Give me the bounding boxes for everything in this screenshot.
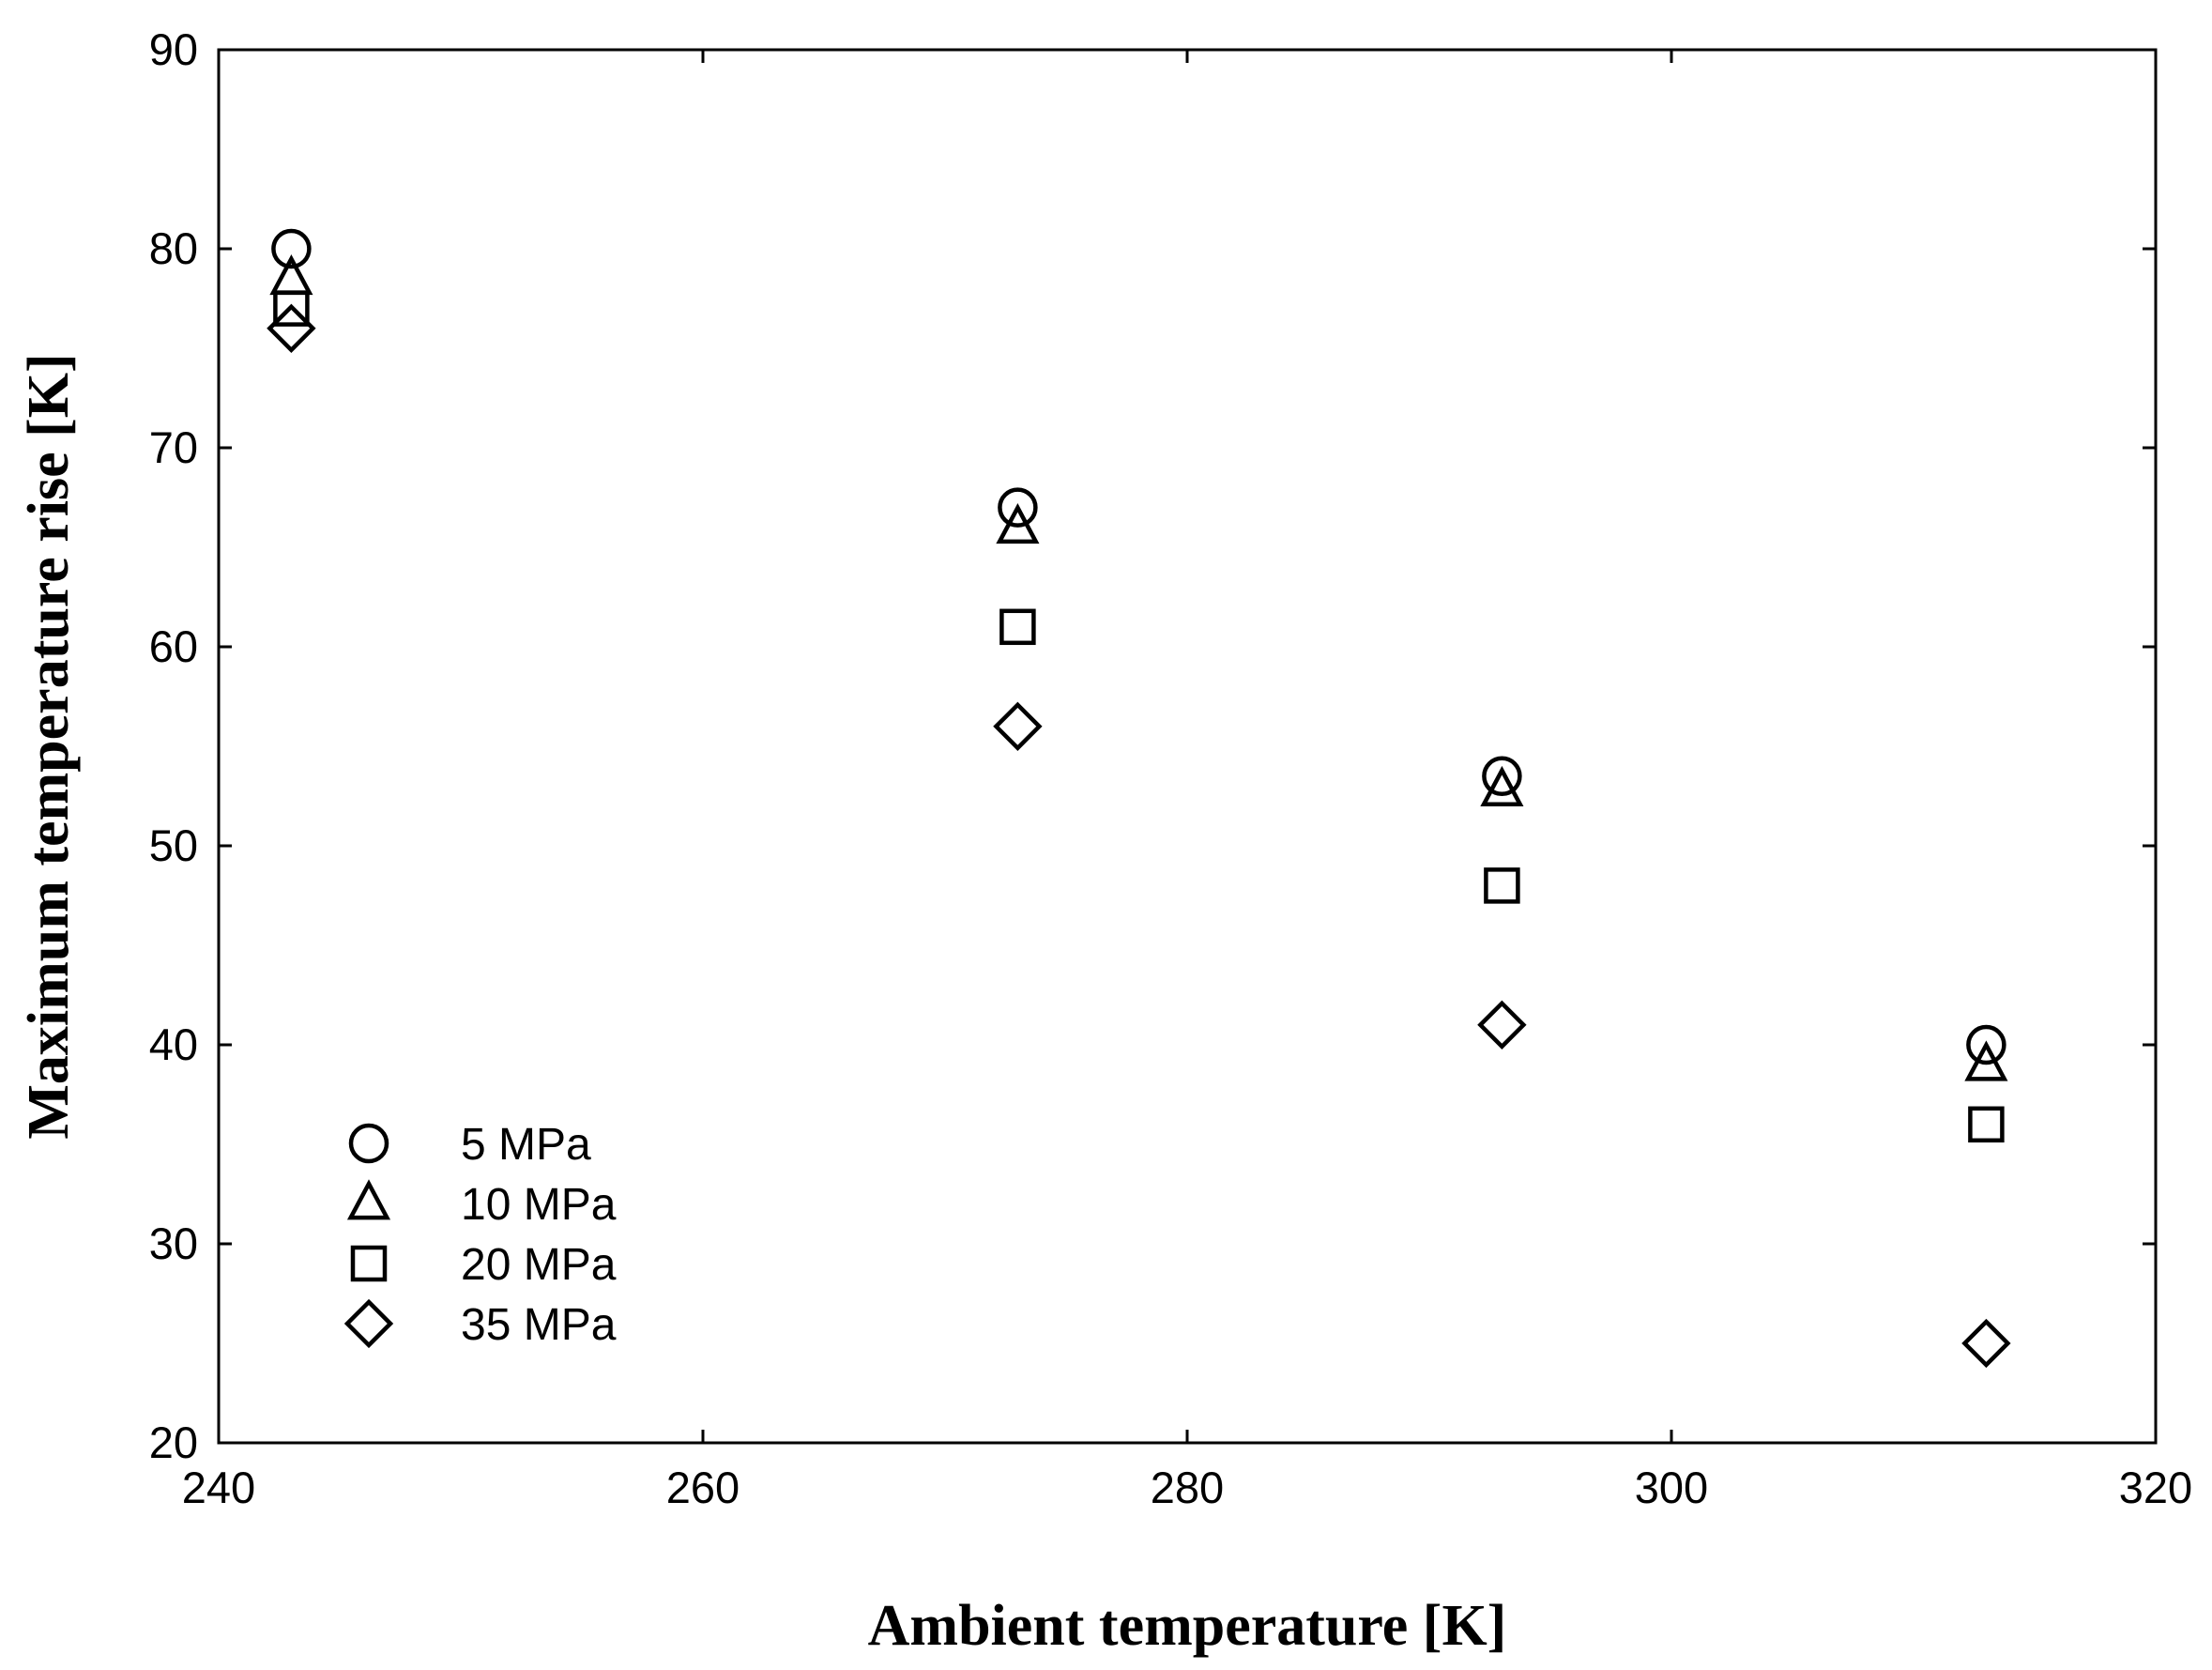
data-point-square	[1968, 1106, 2005, 1143]
data-point-triangle	[996, 503, 1040, 544]
y-axis-title: Maximum temperature rise [K]	[17, 353, 81, 1139]
x-tick-label: 320	[2119, 1463, 2192, 1512]
y-tick-label: 70	[149, 422, 198, 472]
legend-entry: 35 MPa	[343, 1298, 617, 1350]
legend-marker-triangle	[346, 1179, 391, 1220]
legend-label: 10 MPa	[461, 1180, 617, 1230]
axis-ticks	[217, 48, 2158, 1445]
y-tick-label: 20	[149, 1417, 198, 1467]
data-point-circle	[998, 487, 1038, 528]
data-point-diamond	[1477, 1000, 1527, 1049]
legend-marker-square	[350, 1245, 388, 1282]
legend-label: 35 MPa	[461, 1300, 617, 1350]
data-points	[267, 228, 2011, 1369]
data-point-square	[1484, 867, 1520, 904]
data-point-circle	[1966, 1024, 2006, 1065]
data-point-triangle	[1480, 765, 1524, 807]
data-point-circle	[271, 228, 312, 269]
legend-label: 20 MPa	[461, 1240, 617, 1290]
legend-entry: 10 MPa	[346, 1179, 617, 1230]
data-point-square	[273, 290, 310, 327]
legend-entry: 20 MPa	[350, 1240, 617, 1290]
y-tick-label: 30	[149, 1218, 198, 1268]
y-tick-label: 80	[149, 223, 198, 273]
axis-tick-labels: 240 260 280 300 320 20 30 40 50 60 70 80 90	[149, 24, 2192, 1512]
legend-entry: 5 MPa	[348, 1120, 591, 1170]
data-point-circle	[1482, 756, 1522, 797]
data-point-square	[999, 608, 1036, 646]
x-tick-label: 300	[1635, 1463, 1708, 1512]
data-point-diamond	[993, 701, 1043, 751]
y-tick-label: 90	[149, 24, 198, 74]
series-0	[271, 228, 2006, 1065]
y-tick-label: 40	[149, 1019, 198, 1069]
x-tick-label: 280	[1151, 1463, 1224, 1512]
series-1	[269, 254, 2008, 1081]
y-tick-label: 60	[149, 621, 198, 671]
data-point-triangle	[1964, 1040, 2008, 1081]
x-axis-title: Ambient temperature [K]	[868, 1594, 1507, 1658]
series-3	[267, 303, 2011, 1369]
data-point-diamond	[267, 303, 316, 353]
series-2	[273, 290, 2005, 1143]
legend: 5 MPa 10 MPa 20 MPa 35 MPa	[343, 1120, 617, 1350]
x-tick-label: 260	[666, 1463, 740, 1512]
data-point-diamond	[1961, 1318, 2011, 1369]
legend-marker-diamond	[343, 1298, 394, 1349]
y-tick-label: 50	[149, 820, 198, 870]
legend-marker-circle	[348, 1123, 389, 1164]
legend-label: 5 MPa	[461, 1120, 591, 1170]
plot-frame	[217, 48, 2158, 1445]
x-tick-label: 240	[182, 1463, 255, 1512]
